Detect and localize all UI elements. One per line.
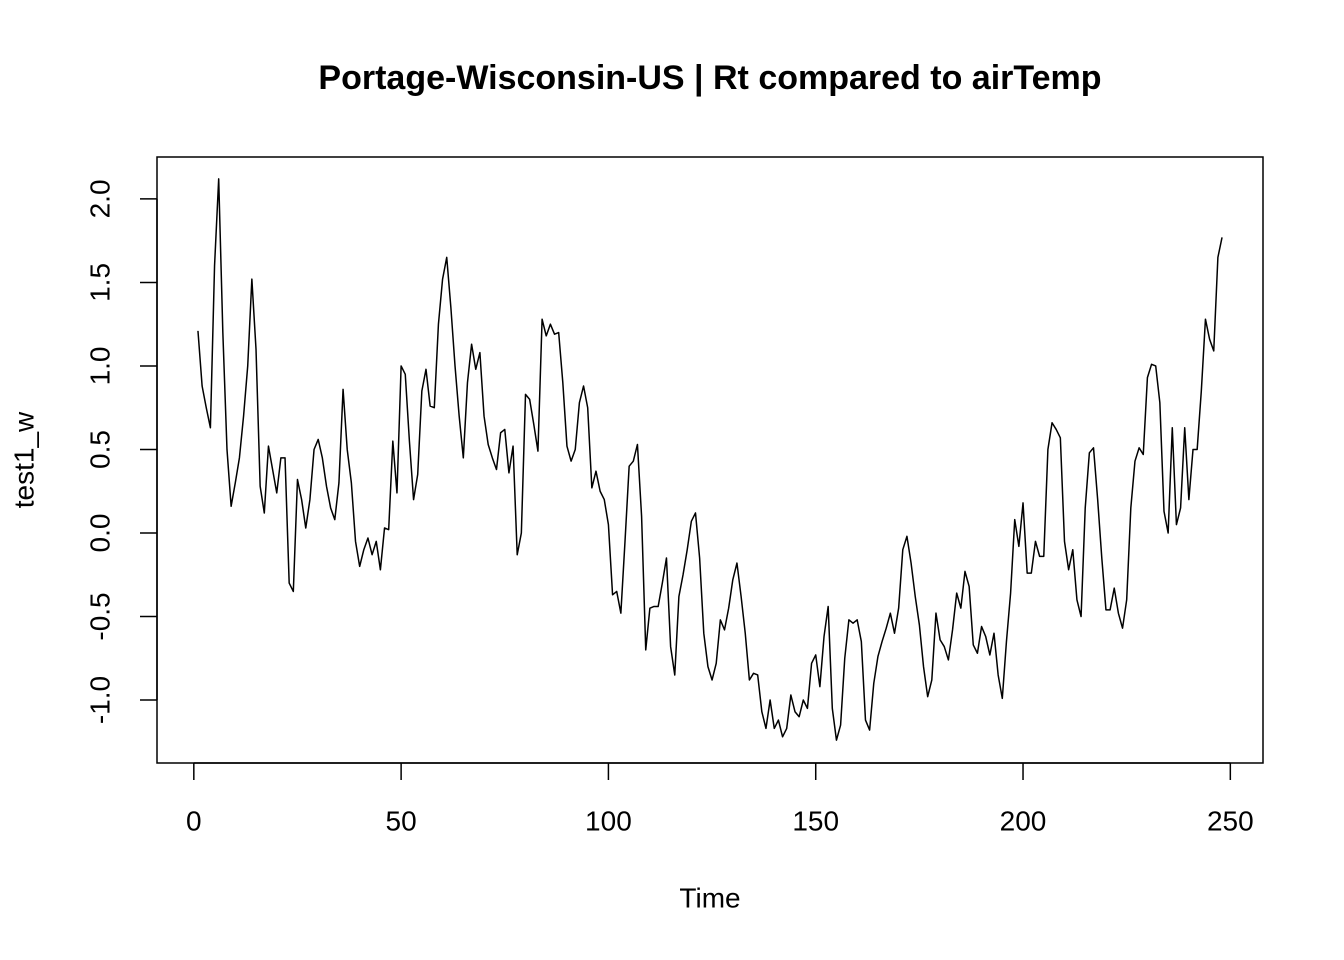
- x-tick-label: 200: [1000, 805, 1047, 836]
- x-axis-label: Time: [679, 882, 740, 913]
- y-tick-label: 0.0: [84, 514, 115, 553]
- y-axis-label: test1_w: [8, 411, 39, 508]
- x-tick-label: 0: [186, 805, 202, 836]
- x-tick-label: 100: [585, 805, 632, 836]
- y-tick-label: 1.0: [84, 346, 115, 385]
- y-tick-label: -1.0: [84, 676, 115, 724]
- x-tick-label: 50: [386, 805, 417, 836]
- chart-title: Portage-Wisconsin-US | Rt compared to ai…: [318, 59, 1101, 97]
- y-tick-label: 1.5: [84, 263, 115, 302]
- x-tick-label: 250: [1207, 805, 1254, 836]
- y-tick-label: 0.5: [84, 430, 115, 469]
- x-tick-label: 150: [792, 805, 839, 836]
- series-line: [197, 178, 1223, 741]
- y-tick-label: 2.0: [84, 179, 115, 218]
- y-tick-label: -0.5: [84, 592, 115, 640]
